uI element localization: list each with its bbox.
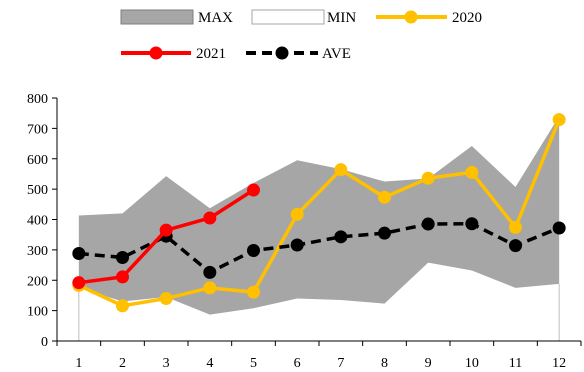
point-2021-3 — [159, 223, 173, 237]
point-2020-6 — [290, 207, 304, 221]
point-2020-5 — [247, 285, 260, 299]
x-tick-label-8: 8 — [381, 356, 388, 371]
legend-label-2021: 2021 — [196, 46, 226, 62]
point-2020-2 — [116, 299, 129, 313]
legend-swatch-max — [120, 9, 194, 25]
series-2021 — [72, 183, 260, 290]
point-2020-8 — [378, 190, 391, 204]
y-tick-label-500: 500 — [27, 183, 48, 198]
point-2020-11 — [509, 220, 522, 234]
legend-marker-2020 — [404, 10, 418, 24]
point-2020-3 — [159, 291, 173, 305]
point-2020-4 — [203, 281, 217, 295]
legend: MAX MIN 2020 2021 AVE — [120, 9, 482, 62]
legend-marker-2021 — [149, 46, 163, 60]
y-tick-label-200: 200 — [27, 274, 48, 289]
point-ave-10 — [465, 217, 479, 231]
band-layer — [78, 116, 560, 341]
legend-label-max: MAX — [198, 10, 233, 26]
point-ave-7 — [334, 230, 348, 244]
series-line-2020 — [78, 118, 561, 308]
point-2021-5 — [247, 183, 260, 197]
x-tick-label-3: 3 — [163, 356, 170, 371]
series-2020 — [72, 113, 566, 313]
y-tick-label-300: 300 — [27, 244, 48, 259]
x-tick-label-10: 10 — [465, 356, 479, 371]
x-tick-label-4: 4 — [206, 356, 213, 371]
point-2021-1 — [72, 276, 86, 290]
axes — [52, 97, 582, 346]
point-2020-10 — [465, 165, 479, 179]
legend-item-ave: AVE — [246, 46, 351, 62]
point-ave-4 — [203, 265, 217, 279]
max-min-band — [78, 116, 560, 315]
y-tick-label-0: 0 — [41, 335, 48, 350]
point-ave-12 — [552, 221, 566, 235]
y-tick-labels: 0 100 200 300 400 500 600 700 800 — [27, 92, 48, 350]
point-2020-7 — [334, 163, 348, 177]
x-tick-label-1: 1 — [75, 356, 82, 371]
point-ave-6 — [290, 238, 304, 252]
legend-label-2020: 2020 — [452, 10, 482, 26]
y-tick-label-700: 700 — [27, 122, 48, 137]
x-tick-label-7: 7 — [337, 356, 344, 371]
point-2020-12 — [552, 113, 566, 127]
legend-label-min: MIN — [327, 10, 356, 26]
point-ave-2 — [116, 250, 129, 264]
legend-label-ave: AVE — [322, 46, 351, 62]
legend-swatch-min — [251, 9, 325, 25]
legend-marker-ave — [275, 46, 289, 60]
point-ave-1 — [72, 247, 86, 261]
series-layer — [72, 113, 566, 313]
point-ave-8 — [378, 226, 391, 240]
point-ave-9 — [421, 217, 435, 231]
x-tick-label-12: 12 — [552, 356, 566, 371]
y-tick-label-800: 800 — [27, 92, 48, 107]
legend-item-2020: 2020 — [376, 10, 482, 26]
point-ave-11 — [509, 239, 522, 253]
legend-item-max: MAX — [120, 9, 233, 26]
x-tick-labels: 1 2 3 4 5 6 7 8 9 10 11 12 — [75, 356, 566, 371]
x-tick-label-5: 5 — [250, 356, 257, 371]
x-tick-label-2: 2 — [119, 356, 126, 371]
legend-item-min: MIN — [251, 9, 356, 26]
y-tick-label-400: 400 — [27, 214, 48, 229]
point-ave-5 — [247, 243, 260, 257]
point-2021-4 — [203, 211, 217, 225]
y-tick-label-100: 100 — [27, 305, 48, 320]
x-tick-label-11: 11 — [509, 356, 522, 371]
legend-item-2021: 2021 — [121, 46, 226, 62]
y-tick-label-600: 600 — [27, 153, 48, 168]
point-2021-2 — [116, 270, 129, 284]
x-tick-label-6: 6 — [294, 356, 301, 371]
x-tick-label-9: 9 — [425, 356, 432, 371]
point-2020-9 — [421, 171, 435, 185]
